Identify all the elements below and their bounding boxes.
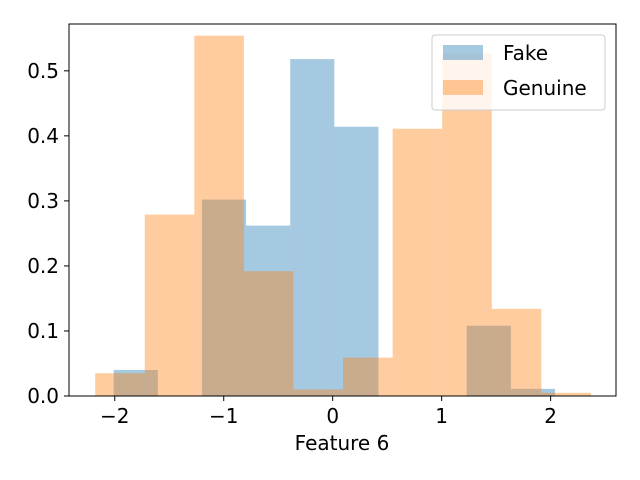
legend-swatch-fake <box>443 45 483 60</box>
bar-genuine-8 <box>491 308 542 396</box>
y-tick-label: 0.1 <box>27 319 59 343</box>
x-tick-label: −2 <box>100 404 129 428</box>
x-tick-label: 0 <box>326 404 339 428</box>
y-tick-label: 0.3 <box>27 189 59 213</box>
x-tick-label: −1 <box>209 404 238 428</box>
bar-genuine-2 <box>194 35 244 397</box>
x-axis-label: Feature 6 <box>295 431 390 455</box>
bar-genuine-1 <box>144 214 195 396</box>
bar-fake-2 <box>201 199 247 396</box>
bar-fake-9 <box>510 388 555 396</box>
legend-label-genuine: Genuine <box>503 76 587 100</box>
bar-fake-0 <box>113 369 158 396</box>
x-tick-label: 2 <box>544 404 557 428</box>
legend-frame <box>431 34 606 111</box>
bar-fake-3 <box>246 225 291 396</box>
histogram-bars <box>95 35 591 397</box>
plot-frame <box>68 23 617 397</box>
y-tick-label: 0.4 <box>27 124 59 148</box>
bar-genuine-9 <box>541 392 591 396</box>
legend: Fake Genuine <box>431 34 606 111</box>
bar-fake-8 <box>466 325 511 396</box>
bar-genuine-6 <box>392 128 443 396</box>
y-tick-label: 0.2 <box>27 254 59 278</box>
bar-genuine-4 <box>293 389 344 396</box>
bar-fake-4 <box>290 59 335 397</box>
bar-genuine-5 <box>343 357 393 396</box>
legend-swatch-genuine <box>443 80 483 95</box>
y-tick-label: 0.0 <box>27 384 59 408</box>
bar-genuine-3 <box>243 271 294 396</box>
bar-genuine-0 <box>95 373 145 396</box>
x-tick-label: 1 <box>435 404 448 428</box>
legend-label-fake: Fake <box>503 41 548 65</box>
x-axis: −2 −1 0 1 2 <box>100 396 557 428</box>
y-tick-label: 0.5 <box>27 59 59 83</box>
bar-fake-5 <box>334 126 379 396</box>
y-axis: 0.0 0.1 0.2 0.3 0.4 0.5 <box>27 59 69 408</box>
